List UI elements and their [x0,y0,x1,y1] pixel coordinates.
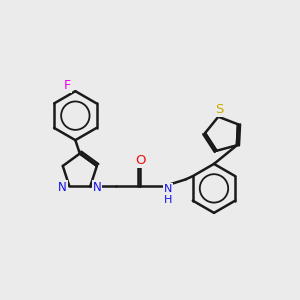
Text: S: S [216,103,224,116]
Text: O: O [135,154,146,166]
Text: N: N [93,181,101,194]
Text: N
H: N H [164,184,172,205]
Text: N: N [58,181,67,194]
Text: F: F [63,79,70,92]
